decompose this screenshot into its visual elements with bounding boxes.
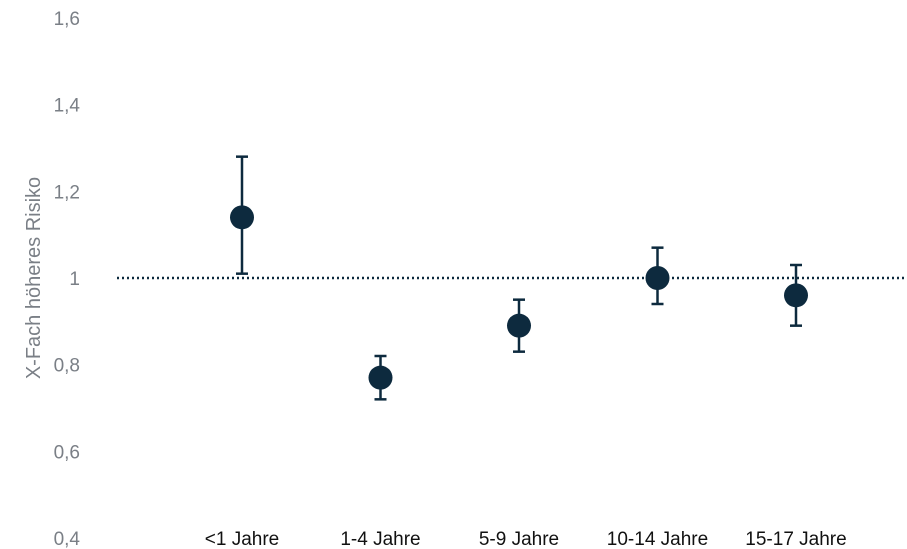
y-axis-label: X-Fach höheres Risiko: [23, 177, 45, 379]
y-tick-label: 1,4: [54, 96, 81, 117]
x-ticks: <1 Jahre 1-4 Jahre 5-9 Jahre 10-14 Jahre 15-…: [205, 529, 847, 549]
data-point: [368, 365, 393, 390]
data-point: [507, 313, 531, 338]
x-tick-label: 5-9 Jahre: [479, 529, 559, 549]
x-tick-label: 10-14 Jahre: [607, 529, 708, 549]
y-tick-label: 1: [69, 269, 80, 290]
y-tick-label: 0,6: [54, 442, 80, 463]
data-point: [645, 266, 670, 290]
y-tick-label: 1,6: [54, 9, 80, 30]
y-ticks: 1,6 1,4 1,2 1 0,8 0,6 0,4: [54, 9, 81, 549]
x-tick-label: 15-17 Jahre: [745, 529, 846, 549]
x-tick-label: 1-4 Jahre: [340, 529, 420, 549]
data-points: [230, 205, 808, 390]
data-point: [230, 205, 254, 230]
y-tick-label: 1,2: [54, 182, 80, 203]
y-tick-label: 0,8: [54, 356, 80, 377]
y-tick-label: 0,4: [54, 529, 81, 549]
data-point: [784, 283, 808, 308]
x-tick-label: <1 Jahre: [205, 529, 279, 549]
